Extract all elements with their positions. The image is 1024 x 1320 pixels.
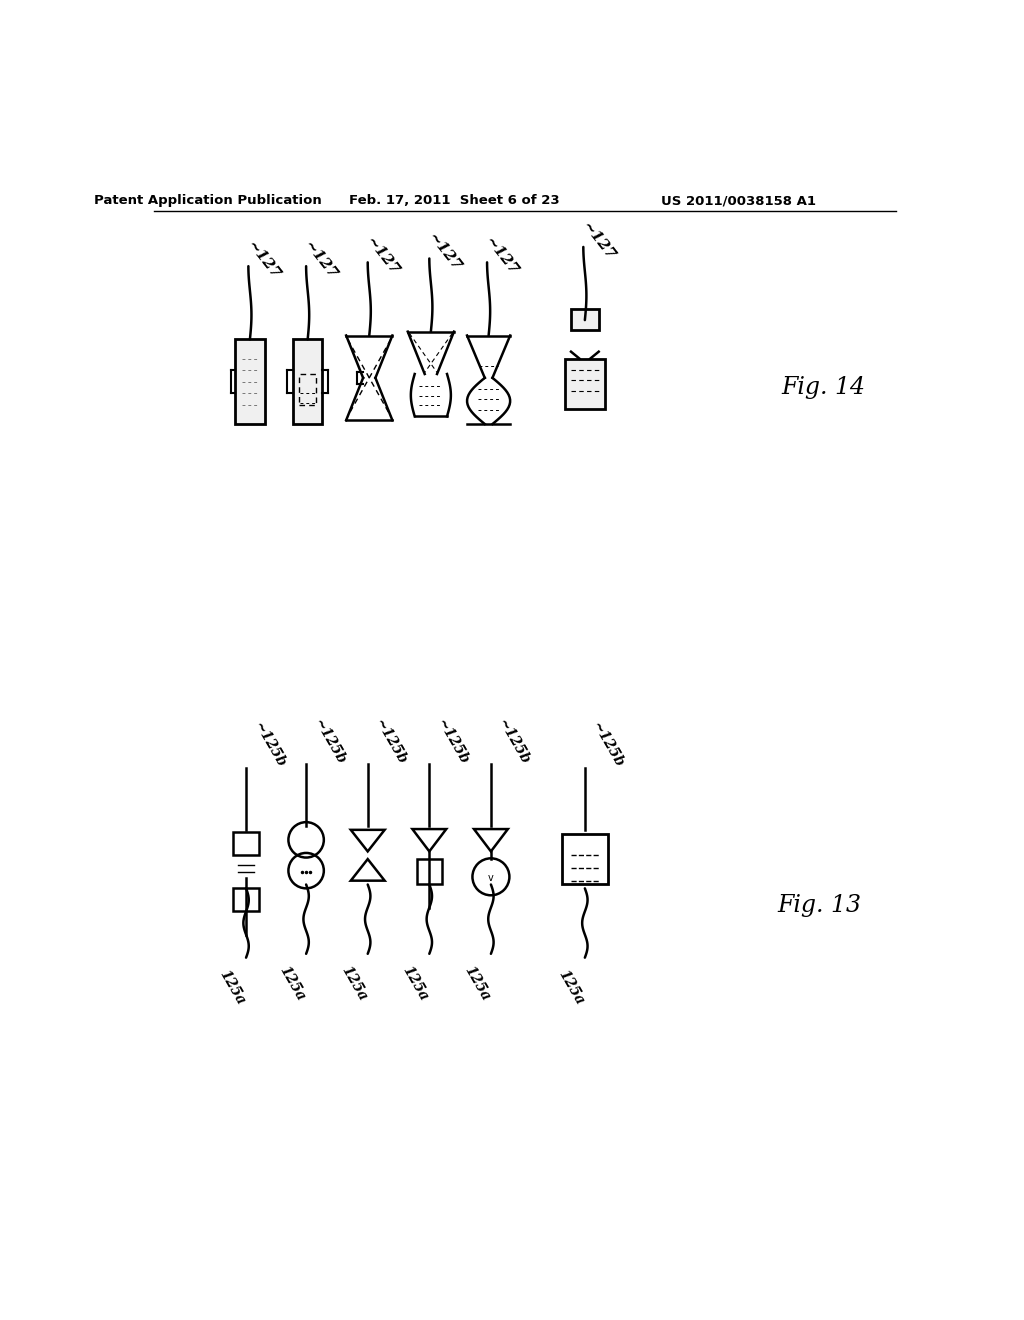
Bar (565, 359, 605, 409)
Text: 125a: 125a (400, 964, 431, 1003)
Bar (293, 339, 323, 424)
Text: US 2011/0038158 A1: US 2011/0038158 A1 (662, 194, 816, 207)
Text: ~127: ~127 (244, 238, 283, 282)
Text: ~125b: ~125b (496, 715, 532, 767)
Text: 125a: 125a (276, 964, 308, 1003)
Bar (233, 832, 259, 855)
Text: ~127: ~127 (579, 219, 617, 263)
Text: ~127: ~127 (425, 231, 463, 275)
Bar (417, 859, 441, 884)
Text: v: v (488, 874, 494, 883)
Bar (236, 339, 264, 424)
Text: ~125b: ~125b (372, 715, 410, 767)
Bar (562, 834, 608, 884)
Text: ~127: ~127 (364, 234, 401, 279)
Text: ~125b: ~125b (434, 715, 471, 767)
Text: ~125b: ~125b (310, 715, 348, 767)
Text: Patent Application Publication: Patent Application Publication (93, 194, 322, 207)
Text: 125a: 125a (555, 968, 587, 1007)
Text: Fig. 14: Fig. 14 (781, 376, 865, 400)
Text: Feb. 17, 2011  Sheet 6 of 23: Feb. 17, 2011 Sheet 6 of 23 (348, 194, 559, 207)
Text: ~127: ~127 (301, 238, 340, 282)
Bar (233, 888, 259, 911)
Text: 125a: 125a (338, 964, 370, 1003)
Text: ~125b: ~125b (251, 719, 288, 771)
Bar (571, 309, 599, 330)
Text: ~125b: ~125b (590, 719, 627, 771)
Text: 125a: 125a (217, 968, 248, 1007)
Text: 125a: 125a (462, 964, 493, 1003)
Bar (299, 374, 316, 405)
Text: ~127: ~127 (482, 234, 521, 279)
Text: Fig. 13: Fig. 13 (777, 894, 861, 917)
